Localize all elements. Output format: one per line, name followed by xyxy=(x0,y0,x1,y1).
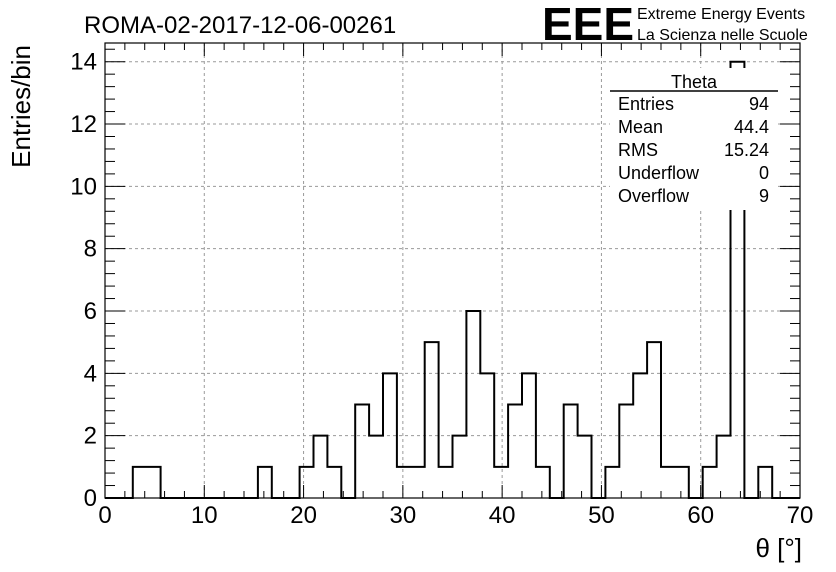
histogram-bar xyxy=(425,342,439,498)
histogram-bar xyxy=(147,467,161,498)
stats-value: 9 xyxy=(759,186,769,206)
histogram-bar xyxy=(258,467,272,498)
stats-label: Entries xyxy=(618,94,674,114)
y-tick-label: 6 xyxy=(84,298,97,325)
y-tick-label: 4 xyxy=(84,360,97,387)
y-tick-label: 0 xyxy=(84,485,97,512)
x-tick-label: 70 xyxy=(787,502,814,529)
histogram-bar xyxy=(605,467,619,498)
histogram-bar xyxy=(355,405,369,498)
plot-frame xyxy=(104,42,801,499)
stats-label: Overflow xyxy=(618,186,690,206)
histogram-bar xyxy=(703,467,717,498)
x-tick-label: 0 xyxy=(98,502,111,529)
histogram-bar xyxy=(675,467,689,498)
stats-title: Theta xyxy=(671,72,718,92)
histogram-bar xyxy=(397,467,411,498)
eee-logo-letters: EEE xyxy=(542,0,634,50)
histogram-bar xyxy=(717,436,731,498)
histogram-bars xyxy=(105,60,800,499)
stats-label: Underflow xyxy=(618,163,700,183)
histogram-bar xyxy=(578,436,592,498)
stats-value: 0 xyxy=(759,163,769,183)
y-tick-label: 14 xyxy=(70,49,97,76)
y-tick-label: 10 xyxy=(70,173,97,200)
stats-label: Mean xyxy=(618,117,663,137)
x-tick-label: 20 xyxy=(290,502,317,529)
stats-value: 44.4 xyxy=(734,117,769,137)
histogram-bar xyxy=(480,373,494,498)
histogram-bar xyxy=(647,342,661,498)
histogram-bar xyxy=(314,436,328,498)
stats-value: 94 xyxy=(749,94,769,114)
histogram-bar xyxy=(619,405,633,498)
histogram-bar xyxy=(327,467,341,498)
y-axis-label: Entries/bin xyxy=(6,45,36,168)
y-tick-label: 12 xyxy=(70,111,97,138)
stats-value: 15.24 xyxy=(724,140,769,160)
histogram-bar xyxy=(439,467,453,498)
y-tick-label: 2 xyxy=(84,423,97,450)
x-tick-label: 40 xyxy=(489,502,516,529)
grid-lines xyxy=(105,43,800,498)
x-tick-label: 10 xyxy=(191,502,218,529)
stats-label: RMS xyxy=(618,140,658,160)
x-tick-label: 50 xyxy=(588,502,615,529)
logo-line-2: La Scienza nelle Scuole xyxy=(637,27,808,44)
x-tick-label: 60 xyxy=(687,502,714,529)
run-title: ROMA-02-2017-12-06-00261 xyxy=(84,12,396,39)
stats-box: Theta Entries 94 Mean 44.4 RMS 15.24 Underflow… xyxy=(610,68,778,210)
x-axis-label: θ [°] xyxy=(755,533,802,563)
stats-rows: Entries 94 Mean 44.4 RMS 15.24 Underflow 0 Overf… xyxy=(618,94,769,206)
histogram-outline xyxy=(105,60,800,499)
histogram-bar xyxy=(564,405,578,498)
histogram-bar xyxy=(369,436,383,498)
histogram-bar xyxy=(508,405,522,498)
histogram-bar xyxy=(494,467,508,498)
histogram-bar xyxy=(536,467,550,498)
logo-line-1: Extreme Energy Events xyxy=(637,6,805,23)
histogram-bar xyxy=(466,311,480,498)
histogram-bar xyxy=(300,467,314,498)
histogram-bar xyxy=(453,436,467,498)
axis-tick-labels: 0 10 20 30 40 50 60 70 0 2 4 6 8 10 12 14 xyxy=(70,49,813,529)
axis-ticks xyxy=(104,43,801,499)
y-tick-label: 8 xyxy=(84,236,97,263)
eee-logo: EEE Extreme Energy Events La Scienza nel… xyxy=(542,0,808,50)
histogram-bar xyxy=(661,467,675,498)
x-tick-label: 30 xyxy=(390,502,417,529)
